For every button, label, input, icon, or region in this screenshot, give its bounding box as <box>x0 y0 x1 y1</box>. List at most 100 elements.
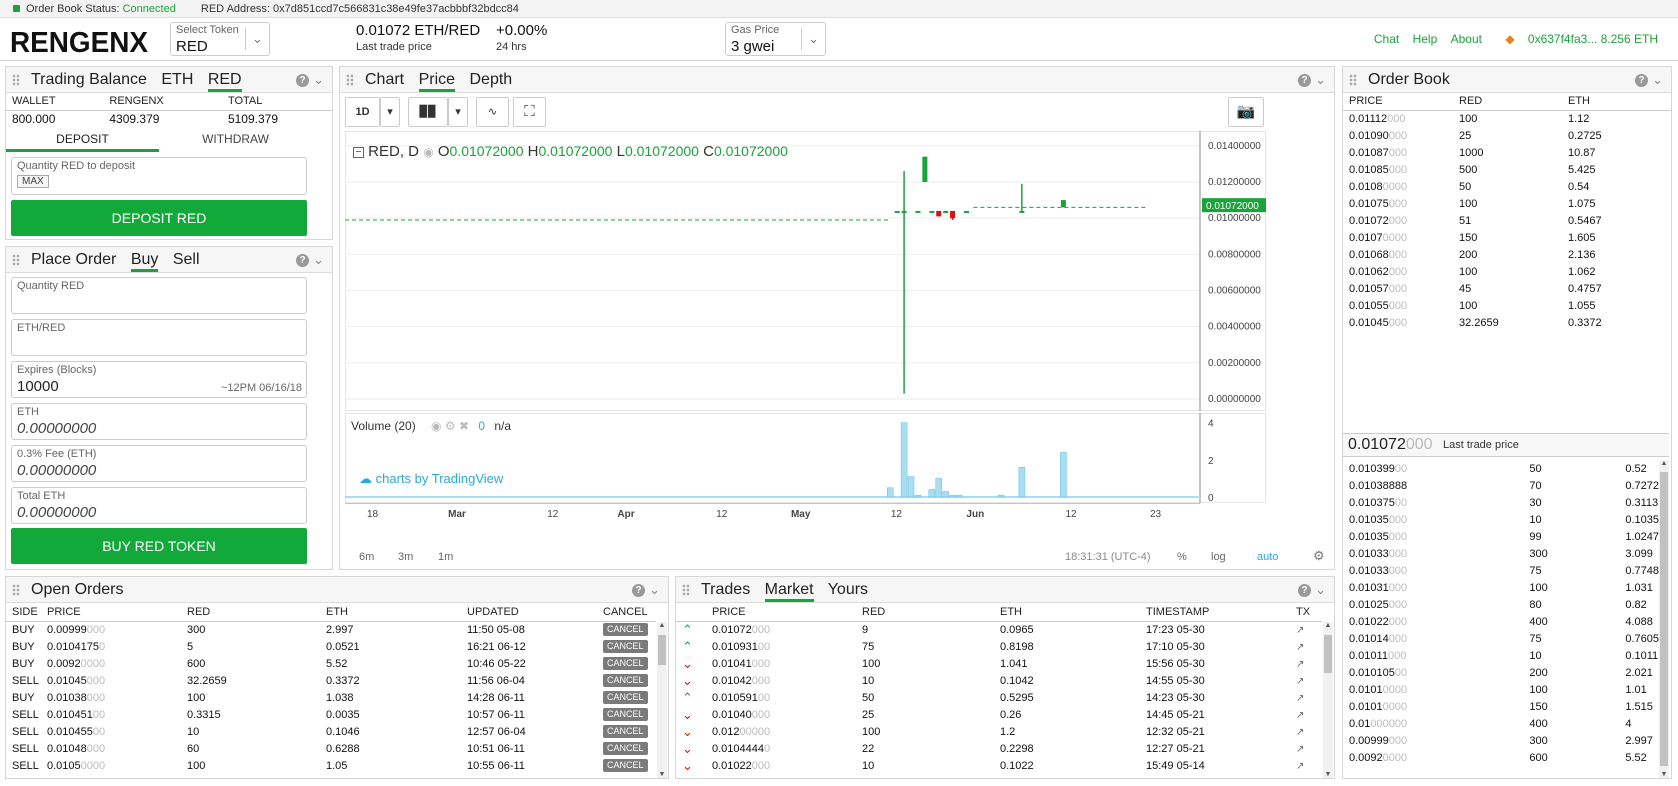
interval-button[interactable]: 1D <box>345 97 380 127</box>
external-link-icon[interactable]: ↗ <box>1296 726 1305 738</box>
bid-row[interactable]: 0.01038888 70 0.7272 <box>1343 477 1659 494</box>
external-link-icon[interactable]: ↗ <box>1296 760 1305 772</box>
fullscreen-icon[interactable]: ⛶ <box>513 97 546 127</box>
scroll-down-icon[interactable]: ▼ <box>1324 771 1332 778</box>
cancel-button[interactable]: CANCEL <box>603 657 648 670</box>
drag-handle-icon[interactable] <box>682 584 690 596</box>
bid-row[interactable]: 0.01033000 75 0.7748 <box>1343 562 1659 579</box>
cancel-button[interactable]: CANCEL <box>603 674 648 687</box>
scroll-down-icon[interactable]: ▼ <box>658 771 666 778</box>
open-order-row[interactable]: BUY 0.00999000 300 2.997 11:50 05-08 CANCEL <box>6 621 656 638</box>
rengenx-logo[interactable]: RENGENX <box>10 22 150 58</box>
bid-row[interactable]: 0.01037500 30 0.3113 <box>1343 494 1659 511</box>
deposit-quantity-field[interactable]: Quantity RED to deposit MAX <box>11 157 307 195</box>
tab-sell[interactable]: Sell <box>172 251 200 268</box>
drag-handle-icon[interactable] <box>12 74 20 86</box>
ask-row[interactable]: 0.01075000 100 1.075 <box>1343 195 1671 212</box>
bid-row[interactable]: 0.01014000 75 0.7605 <box>1343 630 1659 647</box>
bid-row[interactable]: 0.00999000 300 2.997 <box>1343 732 1659 749</box>
chevron-down-icon[interactable]: ⌄ <box>1315 582 1326 597</box>
chevron-down-icon[interactable]: ⌄ <box>245 28 269 50</box>
ask-row[interactable]: 0.01112000 100 1.12 <box>1343 110 1671 127</box>
about-link[interactable]: About <box>1450 32 1482 46</box>
ask-row[interactable]: 0.01055000 100 1.055 <box>1343 297 1671 314</box>
range-3m[interactable]: 3m <box>398 551 414 563</box>
ask-row[interactable]: 0.01080000 50 0.54 <box>1343 178 1671 195</box>
scroll-up-icon[interactable]: ▲ <box>1324 622 1332 629</box>
cancel-button[interactable]: CANCEL <box>603 759 648 772</box>
chat-link[interactable]: Chat <box>1373 32 1400 46</box>
bid-row[interactable]: 0.01025000 80 0.82 <box>1343 596 1659 613</box>
camera-icon[interactable]: 📷 <box>1228 97 1264 127</box>
trade-row[interactable]: ⌃ 0.01059100 50 0.5295 14:23 05-30 ↗ <box>676 689 1322 706</box>
chevron-down-icon[interactable]: ⌄ <box>1315 72 1326 87</box>
tab-market[interactable]: Market <box>764 581 814 602</box>
open-order-row[interactable]: BUY 0.01041750 5 0.0521 16:21 06-12 CANCEL <box>6 638 656 655</box>
percent-scale-button[interactable]: % <box>1177 551 1187 563</box>
bid-row[interactable]: 0.01039900 50 0.52 <box>1343 460 1659 477</box>
trade-row[interactable]: ⌃ 0.01072000 9 0.0965 17:23 05-30 ↗ <box>676 621 1322 638</box>
cancel-button[interactable]: CANCEL <box>603 691 648 704</box>
ask-row[interactable]: 0.01090000 25 0.2725 <box>1343 127 1671 144</box>
external-link-icon[interactable]: ↗ <box>1296 709 1305 721</box>
external-link-icon[interactable]: ↗ <box>1296 692 1305 704</box>
open-order-row[interactable]: SELL 0.01045500 10 0.1046 12:57 06-04 CANCEL <box>6 723 656 740</box>
ask-row[interactable]: 0.01068000 200 2.136 <box>1343 246 1671 263</box>
trade-row[interactable]: ⌄ 0.01041000 100 1.041 15:56 05-30 ↗ <box>676 655 1322 672</box>
drag-handle-icon[interactable] <box>12 584 20 596</box>
ask-row[interactable]: 0.01072000 51 0.5467 <box>1343 212 1671 229</box>
scroll-thumb[interactable] <box>1660 472 1668 766</box>
open-order-row[interactable]: BUY 0.00920000 600 5.52 10:46 05-22 CANCEL <box>6 655 656 672</box>
scroll-thumb[interactable] <box>1324 635 1332 673</box>
help-icon[interactable]: ? <box>632 584 646 597</box>
tradingview-brand[interactable]: ☁ charts by TradingView <box>359 471 503 487</box>
expires-field[interactable]: Expires (Blocks) 10000 ~12PM 06/16/18 <box>11 361 307 398</box>
bid-row[interactable]: 0.01035000 99 1.0247 <box>1343 528 1659 545</box>
open-order-row[interactable]: SELL 0.01048000 60 0.6288 10:51 06-11 CANCEL <box>6 740 656 757</box>
gas-price-select[interactable]: Gas Price 3 gwei ⌄ <box>725 22 826 56</box>
help-icon[interactable]: ? <box>1635 74 1649 87</box>
external-link-icon[interactable]: ↗ <box>1296 675 1305 687</box>
help-icon[interactable]: ? <box>1298 584 1312 597</box>
open-order-row[interactable]: SELL 0.01045100 0.3315 0.0035 10:57 06-11 CAN… <box>6 706 656 723</box>
external-link-icon[interactable]: ↗ <box>1296 658 1305 670</box>
trade-row[interactable]: ⌄ 0.01022000 10 0.1022 15:49 05-14 ↗ <box>676 757 1322 774</box>
drag-handle-icon[interactable] <box>12 254 20 266</box>
external-link-icon[interactable]: ↗ <box>1296 743 1305 755</box>
time-axis[interactable]: 18 Mar 12 Apr 12 May 12 Jun 12 23 <box>345 503 1266 523</box>
help-icon[interactable]: ? <box>296 254 310 267</box>
drag-handle-icon[interactable] <box>346 74 354 86</box>
tab-red[interactable]: RED <box>207 71 242 92</box>
quantity-field[interactable]: Quantity RED <box>11 277 307 314</box>
ask-row[interactable]: 0.01085000 500 5.425 <box>1343 161 1671 178</box>
help-icon[interactable]: ? <box>1298 74 1312 87</box>
chevron-down-icon[interactable]: ⌄ <box>313 72 324 87</box>
open-order-row[interactable]: SELL 0.01050000 100 1.05 10:55 06-11 CANCEL <box>6 757 656 774</box>
cancel-button[interactable]: CANCEL <box>603 725 648 738</box>
chevron-down-icon[interactable]: ⌄ <box>1652 72 1663 87</box>
tab-yours[interactable]: Yours <box>827 581 869 598</box>
scroll-up-icon[interactable]: ▲ <box>1660 460 1668 467</box>
ask-row[interactable]: 0.01057000 45 0.4757 <box>1343 280 1671 297</box>
candlestick-icon[interactable]: ▉▉ <box>408 97 448 127</box>
indicators-icon[interactable]: ∿ <box>476 97 509 127</box>
open-orders-scrollbar[interactable]: ▲ ▼ <box>657 622 667 778</box>
trade-row[interactable]: ⌄ 0.01200000 100 1.2 12:32 05-21 ↗ <box>676 723 1322 740</box>
drag-handle-icon[interactable] <box>1349 74 1357 86</box>
eth-field[interactable]: ETH 0.00000000 <box>11 403 307 440</box>
chart-type-dropdown-icon[interactable]: ▾ <box>448 97 468 127</box>
price-field[interactable]: ETH/RED <box>11 319 307 356</box>
tab-chart[interactable]: Chart <box>365 71 405 88</box>
tab-buy[interactable]: Buy <box>130 251 159 272</box>
range-6m[interactable]: 6m <box>359 551 375 563</box>
cancel-button[interactable]: CANCEL <box>603 708 648 721</box>
bid-row[interactable]: 0.01035000 10 0.1035 <box>1343 511 1659 528</box>
chevron-down-icon[interactable]: ⌄ <box>313 252 324 267</box>
bid-row[interactable]: 0.01010000 100 1.01 <box>1343 681 1659 698</box>
cancel-button[interactable]: CANCEL <box>603 623 648 637</box>
chart-settings-icon[interactable]: ⚙ <box>1313 548 1325 563</box>
ask-row[interactable]: 0.01045000 32.2659 0.3372 <box>1343 314 1671 331</box>
bid-row[interactable]: 0.01011000 10 0.1011 <box>1343 647 1659 664</box>
help-link[interactable]: Help <box>1412 32 1438 46</box>
volume-chart[interactable]: 4 2 0 <box>345 413 1266 503</box>
